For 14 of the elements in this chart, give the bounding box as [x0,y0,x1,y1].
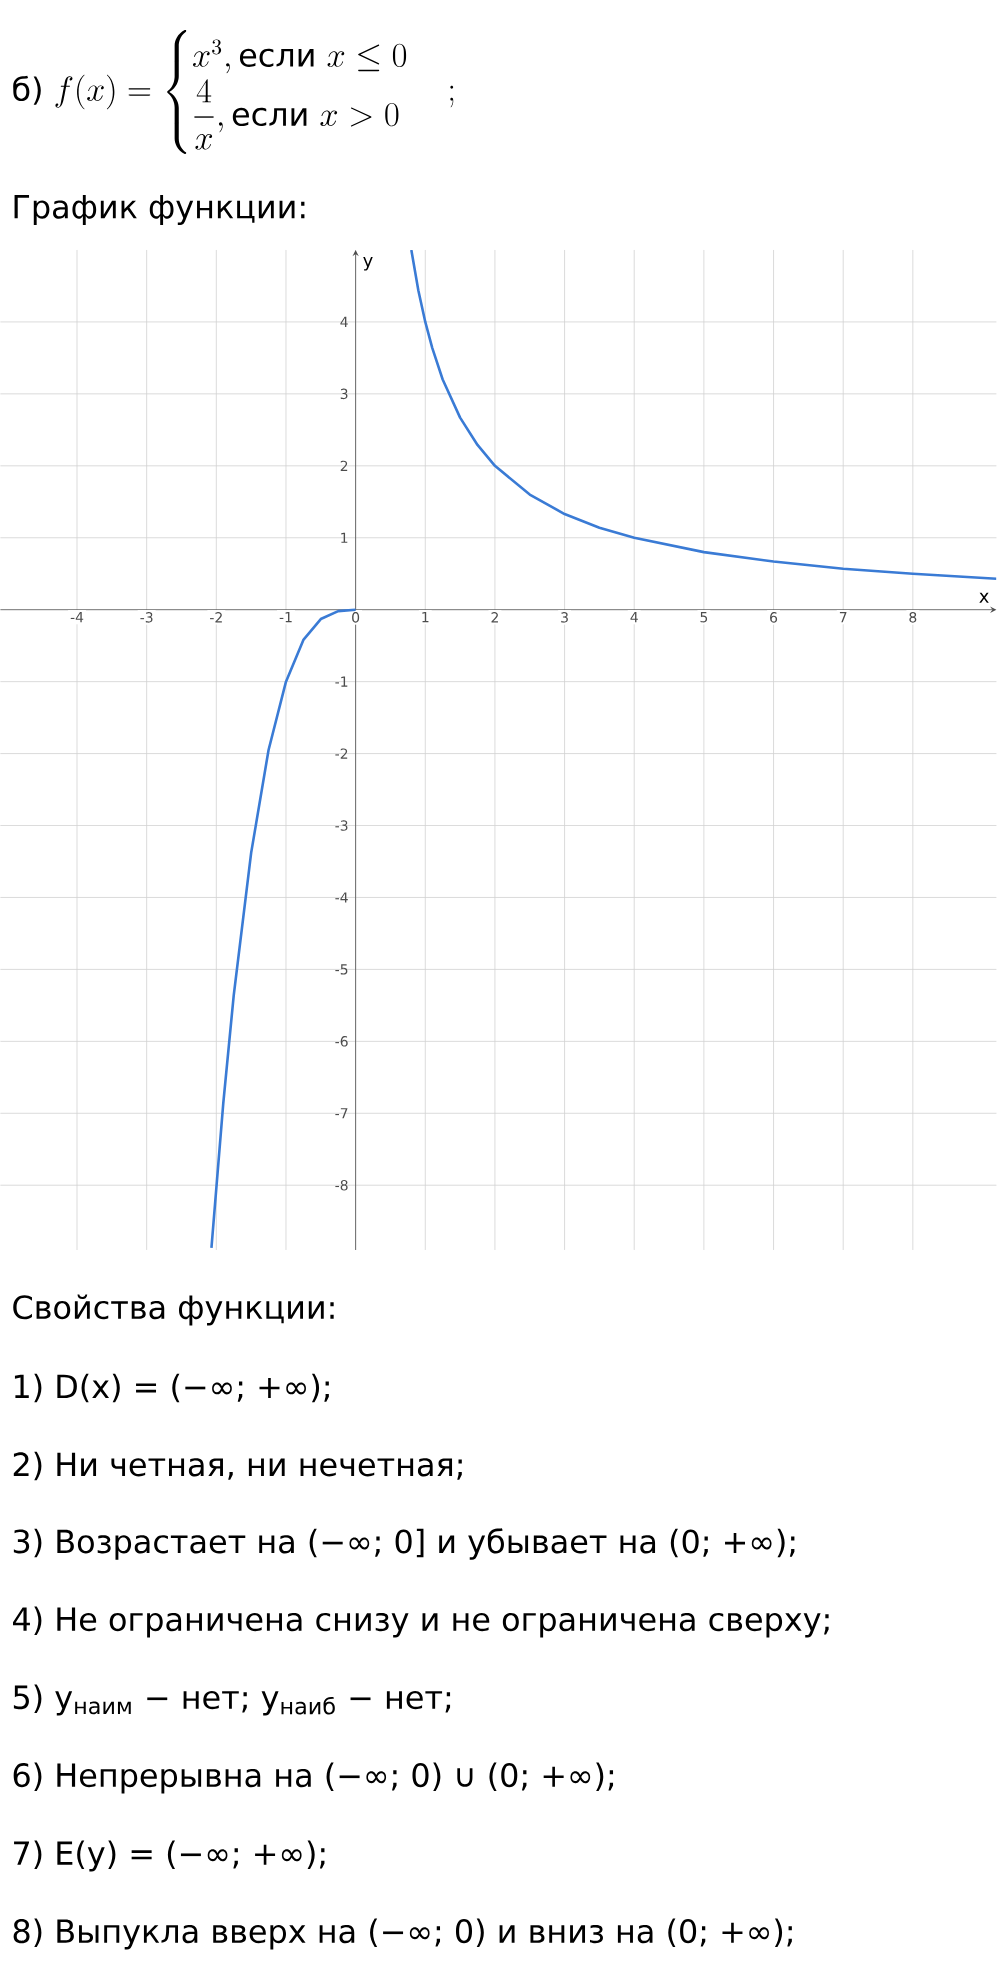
text: 6) Непрерывна на (−∞; 0) ∪ (0; +∞); [13,1762,613,1794]
y-axis-title: y [363,257,373,271]
text: 3) Возрастает на (−∞; 0] и убывает на (0; +∞); [13,1528,795,1560]
chart-subtitle: График функции: [14,195,305,225]
x-axis-title: x [979,592,989,603]
text: 2) Ни четная, ни нечетная; [13,1451,462,1481]
text: 5) y$_{наим}$ − нет; y$_{наиб}$ − нет; [13,1684,450,1716]
line-series [409,249,997,581]
chart-title: $\text{б) } f(x)=\begin{cases}x^{3}, \text{если } x\le 0\\ \dfrac{4}{x}, \text{если } x>0\end{cases};$ [13,30,454,154]
text: 8) Выпукла вверх на (−∞; 0) и вниз на (0; +∞); [13,1918,792,1950]
text: Свойства функции: [13,1294,334,1326]
text: 1) D(x) = (−∞; +∞); [14,1373,329,1403]
text: 7) E(y) = (−∞; +∞); [13,1840,325,1872]
text: 4) Не ограничена снизу и не ограничена сверху; [12,1606,829,1638]
